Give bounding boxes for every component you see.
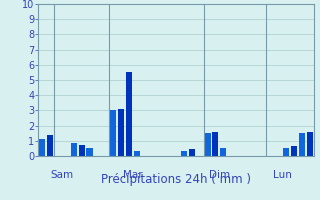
Bar	[126, 72, 132, 156]
Bar	[39, 139, 45, 156]
Text: Sam: Sam	[51, 170, 74, 180]
Bar	[47, 135, 53, 156]
Bar	[188, 149, 195, 156]
Bar	[220, 148, 226, 156]
Bar	[204, 133, 211, 156]
Bar	[78, 145, 85, 156]
Bar	[110, 110, 116, 156]
Bar	[291, 146, 297, 156]
Bar	[118, 109, 124, 156]
Bar	[212, 132, 219, 156]
Text: Lun: Lun	[273, 170, 292, 180]
Bar	[299, 133, 305, 156]
Bar	[283, 148, 289, 156]
Bar	[71, 143, 77, 156]
X-axis label: Précipitations 24h ( mm ): Précipitations 24h ( mm )	[101, 173, 251, 186]
Bar	[307, 132, 313, 156]
Bar	[181, 151, 187, 156]
Bar	[86, 148, 93, 156]
Text: Mar: Mar	[123, 170, 143, 180]
Text: Dim: Dim	[209, 170, 230, 180]
Bar	[133, 151, 140, 156]
